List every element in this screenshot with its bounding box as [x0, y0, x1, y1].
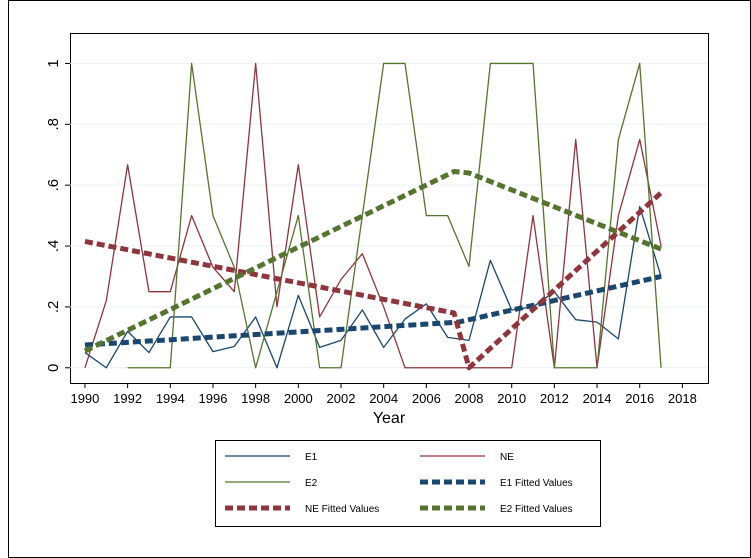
- x-tick-label: 1992: [113, 391, 142, 406]
- x-axis-label: Year: [373, 410, 406, 427]
- series-line: [84, 62, 662, 369]
- y-tick-label: 1: [45, 59, 62, 67]
- x-tick-label: 2002: [327, 391, 356, 406]
- y-tick-label: .2: [45, 301, 62, 314]
- legend-label: NE Fitted Values: [305, 504, 379, 515]
- plot-frame: [70, 33, 709, 384]
- x-tick-label: 1994: [156, 391, 185, 406]
- legend-frame: [215, 440, 601, 527]
- legend-label: NE: [500, 452, 514, 463]
- x-tick-label: 1996: [199, 391, 228, 406]
- x-tick-label: 1990: [70, 391, 99, 406]
- y-tick-label: 0: [45, 364, 62, 372]
- x-tick-label: 1998: [241, 391, 270, 406]
- y-tick-label: .8: [45, 118, 62, 131]
- x-tick-label: 2008: [455, 391, 484, 406]
- x-tick-label: 2006: [412, 391, 441, 406]
- x-tick-label: 2000: [284, 391, 313, 406]
- x-tick-label: 2012: [540, 391, 569, 406]
- legend-label: E1: [305, 452, 318, 463]
- x-tick-label: 2016: [625, 391, 654, 406]
- x-tick-label: 2004: [369, 391, 398, 406]
- y-tick-label: .6: [45, 179, 62, 192]
- y-tick-label: .4: [45, 240, 62, 253]
- x-tick-label: 2010: [497, 391, 526, 406]
- legend-label: E2 Fitted Values: [500, 504, 573, 515]
- fitted-line: [83, 168, 662, 354]
- x-tick-label: 2014: [583, 391, 612, 406]
- series-line: [127, 62, 662, 369]
- x-tick-label: 2018: [668, 391, 697, 406]
- legend-label: E2: [305, 478, 318, 489]
- legend-label: E1 Fitted Values: [500, 478, 573, 489]
